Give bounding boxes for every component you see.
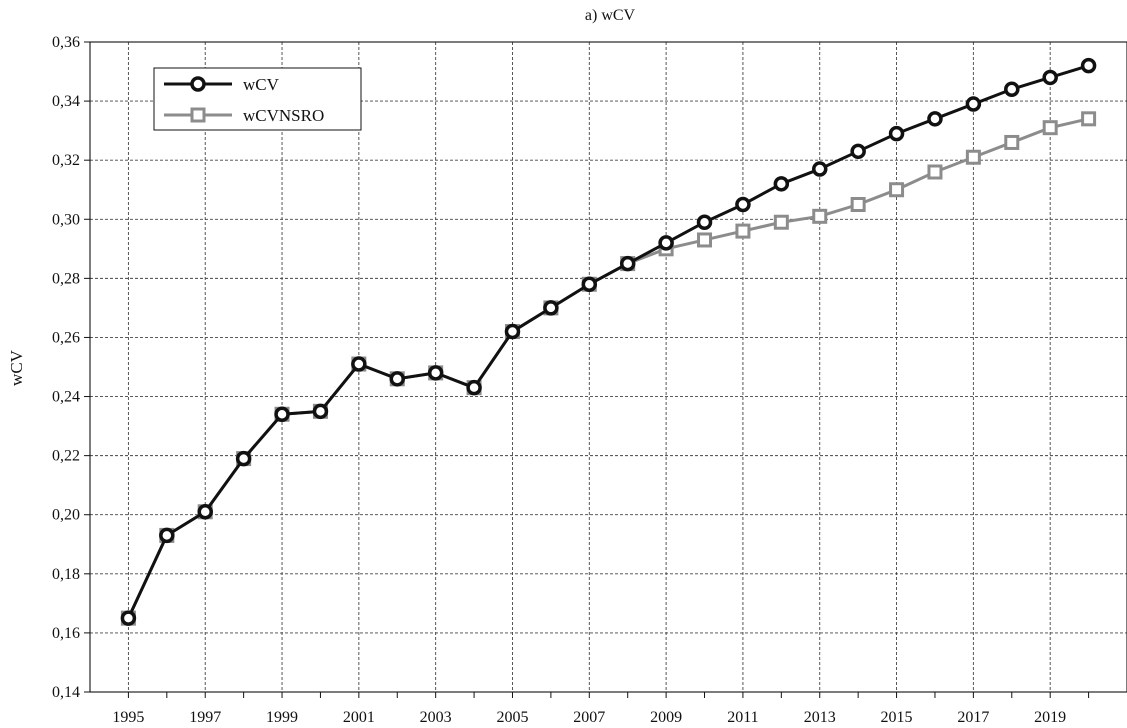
point-wcv-2019	[1042, 69, 1058, 86]
y-tick-label: 0,26	[52, 329, 80, 346]
point-wcv-1997	[197, 504, 213, 520]
y-tick-label: 0,20	[52, 507, 80, 524]
point-wcv-2009	[658, 235, 674, 251]
series-line-wcv	[126, 64, 1091, 620]
point-wcvnsro-2019	[1042, 120, 1058, 136]
x-tick-label: 2011	[727, 709, 758, 726]
y-tick-label: 0,32	[52, 152, 80, 169]
x-tick-label: 1995	[112, 709, 144, 726]
axis-ticks	[84, 41, 1090, 698]
point-wcv-2000	[312, 403, 329, 420]
point-wcv-2018	[1004, 81, 1020, 98]
point-wcv-2013	[811, 161, 828, 177]
legend-marker-wcvnsro	[190, 107, 206, 123]
point-wcv-2011	[735, 196, 751, 213]
x-tick-label: 2001	[343, 709, 375, 726]
y-tick-label: 0,28	[52, 270, 80, 287]
y-tick-label: 0,36	[52, 34, 80, 51]
x-tick-label: 2017	[957, 709, 989, 726]
point-wcv-1999	[274, 406, 290, 423]
legend-marker-wcv	[190, 76, 206, 92]
y-tick-label: 0,14	[52, 684, 80, 701]
point-wcv-2005	[504, 323, 521, 340]
series-line-wcvnsro	[126, 117, 1091, 620]
point-wcv-2020	[1080, 57, 1097, 74]
x-axis-ticks: 1995 1997 1999 2001 2003 2005 2007 2009 2011 2013…	[112, 709, 1066, 726]
grid-lines	[90, 42, 1127, 692]
legend-label-wcvnsro: wCVNSRO	[243, 106, 324, 125]
plot-frame	[89, 41, 1127, 693]
legend: wCV wCVNSRO	[153, 67, 362, 131]
point-wcv-2003	[427, 365, 444, 381]
x-tick-label: 2007	[573, 709, 605, 726]
point-wcv-2001	[351, 356, 367, 372]
point-wcvnsro-2015	[889, 182, 905, 198]
point-wcvnsro-2013	[812, 208, 828, 224]
y-tick-label: 0,24	[52, 389, 80, 406]
series-wcvnsro	[120, 111, 1097, 626]
point-wcv-2016	[927, 111, 943, 127]
x-tick-label: 2003	[420, 709, 452, 726]
point-wcv-2012	[773, 176, 790, 192]
y-tick-label: 0,34	[52, 93, 80, 110]
point-wcvnsro-2017	[965, 149, 981, 165]
point-wcvnsro-2016	[927, 164, 943, 180]
point-wcvnsro-2014	[850, 197, 866, 212]
x-tick-label: 2005	[496, 709, 528, 726]
y-axis-label: wCV	[7, 349, 26, 386]
x-tick-label: 1999	[266, 709, 298, 726]
point-wcv-2010	[696, 214, 713, 230]
x-tick-label: 2015	[881, 709, 913, 726]
point-wcv-2006	[543, 300, 559, 316]
point-wcv-2002	[389, 371, 406, 387]
y-tick-label: 0,16	[52, 625, 80, 642]
chart-title: a) wCV	[585, 7, 636, 24]
point-wcv-1996	[159, 527, 175, 544]
point-wcv-2017	[965, 96, 982, 112]
legend-box	[153, 67, 362, 131]
point-wcvnsro-2011	[735, 223, 751, 239]
point-wcvnsro-2012	[773, 214, 789, 230]
point-wcvnsro-2010	[697, 232, 713, 248]
point-wcv-1998	[235, 450, 252, 467]
series-wcv	[120, 57, 1097, 626]
point-wcv-1995	[120, 610, 137, 626]
x-tick-label: 2013	[804, 709, 836, 726]
point-wcv-2007	[581, 276, 598, 293]
legend-label-wcv: wCV	[243, 75, 280, 94]
y-tick-label: 0,22	[52, 448, 80, 465]
x-tick-label: 2019	[1034, 709, 1066, 726]
point-wcv-2014	[850, 143, 866, 160]
y-tick-label: 0,18	[52, 566, 80, 583]
x-tick-label: 1997	[189, 709, 221, 726]
point-wcv-2004	[466, 379, 482, 396]
point-wcvnsro-2020	[1081, 111, 1097, 127]
y-axis-ticks: 0,14 0,16 0,18 0,20 0,22 0,24 0,26 0,28 0,30 0,32…	[52, 34, 80, 701]
point-wcv-2008	[619, 255, 636, 272]
point-wcvnsro-2018	[1004, 134, 1020, 150]
x-tick-label: 2009	[650, 709, 682, 726]
point-wcv-2015	[888, 125, 905, 142]
series-layer	[120, 57, 1097, 626]
y-tick-label: 0,30	[52, 211, 80, 228]
